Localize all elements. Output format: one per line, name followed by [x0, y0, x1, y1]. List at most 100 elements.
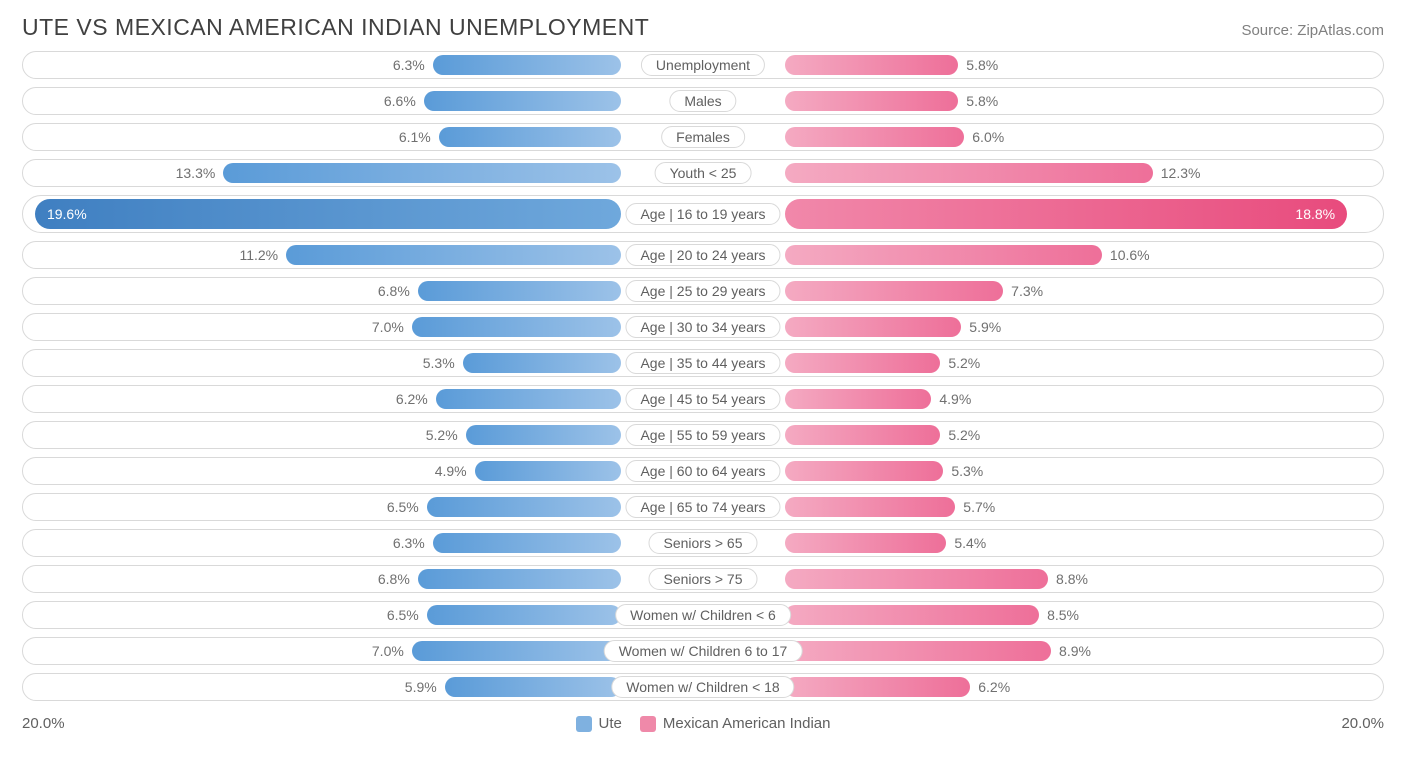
- bar-right: [785, 425, 941, 445]
- chart-row: 7.0% 8.9% Women w/ Children 6 to 17: [22, 637, 1384, 665]
- bar-left: [436, 389, 622, 409]
- bar-left: [223, 163, 621, 183]
- value-left: 4.9%: [435, 463, 467, 479]
- chart-row: 6.2%4.9%Age | 45 to 54 years: [22, 385, 1384, 413]
- bar-right: [785, 317, 962, 337]
- legend-label-right: Mexican American Indian: [663, 715, 831, 732]
- value-left: 19.6%: [35, 206, 87, 222]
- bar-right: [785, 497, 956, 517]
- value-right: 8.5%: [1047, 607, 1079, 623]
- row-label: Age | 16 to 19 years: [625, 203, 780, 225]
- bar-left: [424, 91, 621, 111]
- value-left: 11.2%: [239, 247, 278, 263]
- axis-max-right: 20.0%: [1341, 715, 1384, 732]
- chart-row: 4.9% 5.3% Age | 60 to 64 years: [22, 457, 1384, 485]
- row-label: Women w/ Children < 18: [611, 676, 794, 698]
- chart-row: 13.3% 12.3% Youth < 25: [22, 159, 1384, 187]
- bar-left: [445, 677, 622, 697]
- value-left: 6.5%: [387, 499, 419, 515]
- value-right: 12.3%: [1161, 165, 1201, 181]
- bar-left: [412, 641, 621, 661]
- value-left: 6.3%: [393, 57, 425, 73]
- value-right: 8.9%: [1059, 643, 1091, 659]
- bar-right: [785, 163, 1153, 183]
- row-label: Age | 30 to 34 years: [625, 316, 780, 338]
- value-right: 4.9%: [939, 391, 971, 407]
- value-left: 5.9%: [405, 679, 437, 695]
- value-left: 6.1%: [399, 129, 431, 145]
- bar-left: [418, 569, 621, 589]
- chart-row: 6.5% 8.5% Women w/ Children < 6: [22, 601, 1384, 629]
- chart-legend: Ute Mexican American Indian: [65, 715, 1342, 732]
- chart-row: 6.6% 5.8% Males: [22, 87, 1384, 115]
- bar-left: [286, 245, 621, 265]
- axis-max-left: 20.0%: [22, 715, 65, 732]
- bar-right: [785, 245, 1102, 265]
- bar-right: [785, 127, 965, 147]
- row-label: Women w/ Children < 6: [615, 604, 791, 626]
- row-label: Youth < 25: [655, 162, 752, 184]
- row-label: Females: [661, 126, 745, 148]
- bar-right: [785, 533, 947, 553]
- bar-left: [466, 425, 622, 445]
- row-label: Seniors > 75: [649, 568, 758, 590]
- row-label: Age | 65 to 74 years: [625, 496, 780, 518]
- bar-right: [785, 569, 1048, 589]
- bar-right: [785, 281, 1003, 301]
- value-left: 6.6%: [384, 93, 416, 109]
- bar-left: [433, 533, 621, 553]
- value-right: 5.2%: [948, 427, 980, 443]
- row-label: Males: [669, 90, 736, 112]
- chart-row: 19.6% 18.8% Age | 16 to 19 years: [22, 195, 1384, 233]
- value-left: 13.3%: [176, 165, 216, 181]
- row-label: Unemployment: [641, 54, 765, 76]
- row-label: Age | 25 to 29 years: [625, 280, 780, 302]
- row-label: Women w/ Children 6 to 17: [604, 640, 803, 662]
- chart-row: 5.2%5.2%Age | 55 to 59 years: [22, 421, 1384, 449]
- value-right: 6.0%: [972, 129, 1004, 145]
- value-left: 6.8%: [378, 283, 410, 299]
- chart-header: UTE VS MEXICAN AMERICAN INDIAN UNEMPLOYM…: [0, 0, 1406, 51]
- value-right: 5.8%: [966, 93, 998, 109]
- chart-row: 5.3% 5.2% Age | 35 to 44 years: [22, 349, 1384, 377]
- value-right: 5.3%: [951, 463, 983, 479]
- chart-row: 6.3%5.4%Seniors > 65: [22, 529, 1384, 557]
- value-right: 8.8%: [1056, 571, 1088, 587]
- value-left: 6.5%: [387, 607, 419, 623]
- value-left: 7.0%: [372, 319, 404, 335]
- bar-left: [463, 353, 622, 373]
- value-right: 5.7%: [963, 499, 995, 515]
- bar-right: [785, 353, 941, 373]
- chart-rows: 6.3%5.8%Unemployment 6.6% 5.8% Males 6.1% 6.0…: [0, 51, 1406, 701]
- bar-left: [412, 317, 621, 337]
- chart-footer: 20.0% Ute Mexican American Indian 20.0%: [0, 709, 1406, 748]
- value-right: 5.2%: [948, 355, 980, 371]
- chart-row: 5.9% 6.2% Women w/ Children < 18: [22, 673, 1384, 701]
- value-left: 6.3%: [393, 535, 425, 551]
- chart-row: 6.8%7.3%Age | 25 to 29 years: [22, 277, 1384, 305]
- bar-right: [785, 605, 1039, 625]
- chart-title: UTE VS MEXICAN AMERICAN INDIAN UNEMPLOYM…: [22, 14, 649, 41]
- legend-item-left: Ute: [576, 715, 622, 732]
- bar-right: [785, 461, 944, 481]
- bar-right: [785, 389, 932, 409]
- bar-right: [785, 641, 1051, 661]
- value-right: 10.6%: [1110, 247, 1150, 263]
- butterfly-chart: UTE VS MEXICAN AMERICAN INDIAN UNEMPLOYM…: [0, 0, 1406, 748]
- value-left: 6.8%: [378, 571, 410, 587]
- bar-right: [785, 91, 959, 111]
- value-left: 5.3%: [423, 355, 455, 371]
- legend-swatch-left: [576, 716, 592, 732]
- row-label: Age | 35 to 44 years: [625, 352, 780, 374]
- chart-row: 7.0%5.9%Age | 30 to 34 years: [22, 313, 1384, 341]
- bar-left: [35, 199, 621, 229]
- bar-left: [475, 461, 622, 481]
- value-right: 6.2%: [978, 679, 1010, 695]
- value-left: 7.0%: [372, 643, 404, 659]
- value-left: 5.2%: [426, 427, 458, 443]
- row-label: Age | 60 to 64 years: [625, 460, 780, 482]
- bar-left: [418, 281, 621, 301]
- value-right: 18.8%: [1295, 206, 1347, 222]
- legend-label-left: Ute: [599, 715, 622, 732]
- chart-row: 6.3%5.8%Unemployment: [22, 51, 1384, 79]
